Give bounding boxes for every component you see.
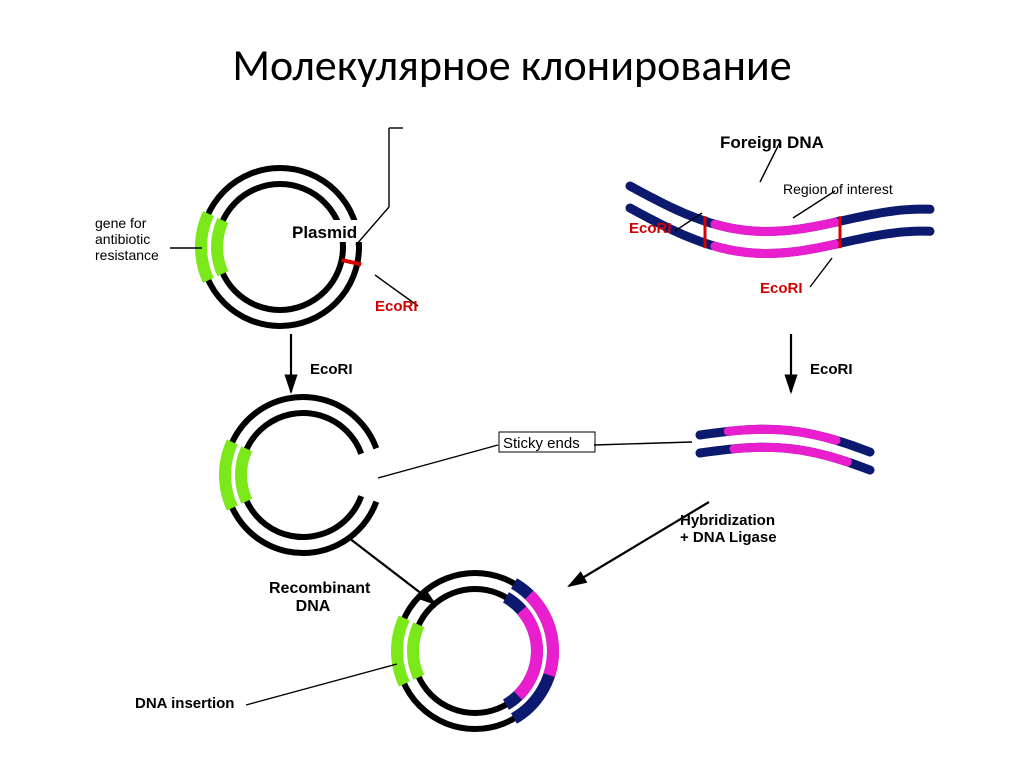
label-sticky: Sticky ends [503, 435, 580, 452]
label-ecori_arrow2: EcoRI [810, 361, 853, 378]
label-ecori_f1: EcoRI [629, 220, 672, 237]
plasmid1-outer-ring [201, 168, 359, 326]
plasmid1-gene-outer [201, 214, 208, 281]
plasmid1-gene-inner [217, 220, 223, 273]
recomb-gene-inner [413, 625, 419, 677]
plasmid1-inner-ring [217, 184, 343, 310]
pointer-line [378, 445, 498, 478]
foreign-dna-roi-bottom [715, 244, 835, 253]
recomb-insert-mag-inner [518, 610, 537, 695]
pointer-line [594, 442, 692, 445]
label-foreign: Foreign DNA [720, 133, 824, 153]
label-ins: DNA insertion [135, 695, 234, 712]
frag-roi-bottom [734, 447, 847, 462]
pointer-line [810, 258, 832, 287]
foreign-dna-roi-top [715, 222, 835, 231]
label-plasmid: Plasmid [292, 223, 357, 243]
plasmid2-inner-ring [241, 413, 361, 537]
diagram-svg [0, 0, 1024, 767]
label-ecori_arrow1: EcoRI [310, 361, 353, 378]
label-hyb: Hybridization + DNA Ligase [680, 512, 777, 547]
recomb-gene-outer [397, 618, 404, 684]
label-recomb: Recombinant DNA [269, 580, 370, 617]
plasmid2-gene-outer [225, 442, 232, 508]
plasmid2-gene-inner [241, 449, 247, 501]
label-roi: Region of interest [783, 181, 893, 197]
plasmid2-outer-ring [225, 397, 376, 553]
label-gene: gene for antibiotic resistance [95, 215, 159, 263]
pointer-line [246, 664, 397, 705]
frag-roi-top [728, 429, 836, 440]
label-ecori_f2: EcoRI [760, 280, 803, 297]
label-ecori_plasmid: EcoRI [375, 298, 418, 315]
diagram-stage: Молекулярное клонирование Plasmidgene fo… [0, 0, 1024, 767]
